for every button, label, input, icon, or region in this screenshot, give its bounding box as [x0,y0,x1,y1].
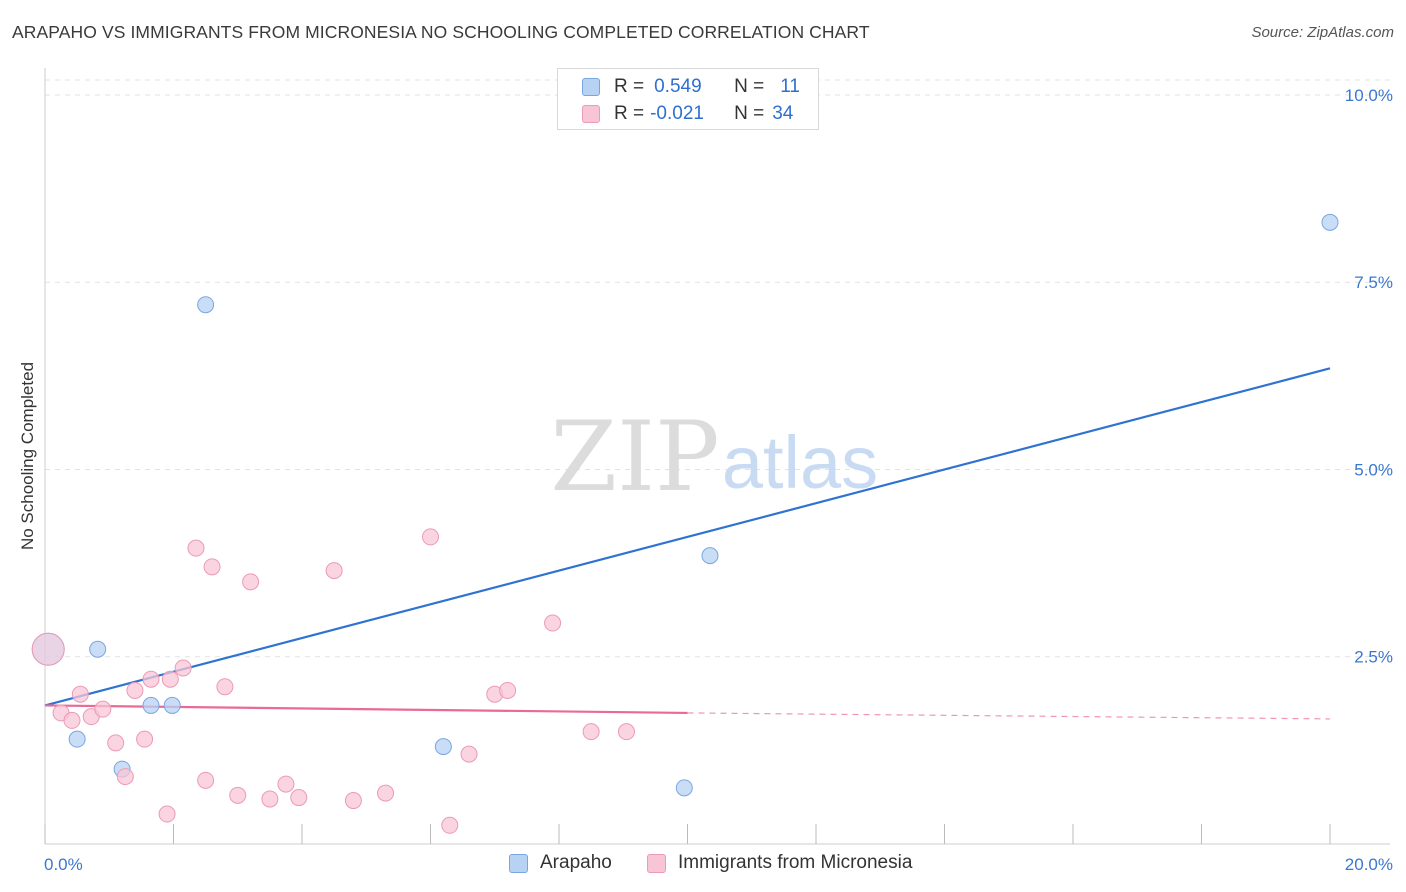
n-value: 34 [772,103,794,124]
legend-swatch-pink [582,105,600,123]
micronesia-point [136,730,154,748]
micronesia-point [187,539,205,557]
data-points [31,213,1339,834]
bottom-legend-label: Immigrants from Micronesia [678,852,913,873]
micronesia-point [161,670,179,688]
micronesia-point [441,816,459,834]
y-axis-label: No Schooling Completed [18,361,37,551]
y-tick-label: 10.0% [1345,86,1393,105]
r-value: 0.549 [654,76,702,97]
bottom-swatch-pink [647,853,666,873]
legend-swatch-blue [582,78,600,96]
tick-labels: 2.5% 5.0% 7.5% 10.0% 0.0% 20.0% [44,86,1393,874]
micronesia-point [203,558,221,576]
micronesia-point [107,734,125,752]
micronesia-point [116,768,134,786]
micronesia-point [71,685,89,703]
bottom-swatch-blue [509,853,528,873]
micronesia-point [377,784,395,802]
arapaho-point [197,296,215,314]
arapaho-point [163,696,181,714]
micronesia-point [94,700,112,718]
micronesia-point [229,786,247,804]
micronesia-point [197,771,215,789]
micronesia-point [544,614,562,632]
n-label: N = [734,103,765,124]
r-value: -0.021 [650,103,704,124]
micronesia-point [582,723,600,741]
micronesia-point [290,789,308,807]
micronesia-point [460,745,478,763]
arapaho-point [142,696,160,714]
bottom-legend-arapaho: Arapaho [509,852,612,874]
watermark: ZIP atlas [550,401,878,513]
arapaho-point [1321,213,1339,231]
micronesia-point [174,659,192,677]
n-value: 11 [780,76,800,97]
micronesia-point [325,562,343,580]
micronesia-point [617,723,635,741]
bottom-legend-label: Arapaho [540,852,612,873]
r-label: R = [614,103,645,124]
correlation-legend: R = 0.549 N = 11 R = -0.021 N = 34 [557,68,819,130]
legend-row-arapaho: R = 0.549 N = 11 [582,75,800,99]
micronesia-point [142,670,160,688]
source-label: Source: ZipAtlas.com [1251,24,1394,41]
chart-title: ARAPAHO VS IMMIGRANTS FROM MICRONESIA NO… [12,22,870,42]
bottom-legend-micronesia: Immigrants from Micronesia [647,852,912,874]
arapaho-point [434,738,452,756]
arapaho-point [675,779,693,797]
micronesia-point [63,711,81,729]
y-tick-label: 5.0% [1354,460,1393,479]
arapaho-point [68,730,86,748]
n-label: N = [734,76,765,97]
x-tick-label: 0.0% [44,855,83,874]
watermark-atlas: atlas [722,421,878,504]
watermark-zip: ZIP [550,401,719,513]
micronesia-point [242,573,260,591]
micronesia-trend-extension [687,712,1331,720]
r-label: R = [614,76,645,97]
micronesia-point [31,632,65,666]
micronesia-point [277,775,295,793]
axes [44,68,1390,845]
micronesia-point [216,678,234,696]
micronesia-point [422,528,439,546]
micronesia-trend-line [44,704,688,715]
y-tick-label: 7.5% [1354,273,1393,292]
x-tick-label: 20.0% [1345,855,1393,874]
micronesia-point [261,790,279,808]
legend-row-micronesia: R = -0.021 N = 34 [582,102,793,126]
y-tick-label: 2.5% [1354,648,1393,667]
micronesia-point [126,681,144,699]
arapaho-point [701,547,719,565]
arapaho-trend-line [44,367,1331,707]
gridlines [45,79,1390,658]
arapaho-point [89,640,107,658]
micronesia-point [499,681,517,699]
micronesia-point [158,805,176,823]
micronesia-point [344,792,362,810]
